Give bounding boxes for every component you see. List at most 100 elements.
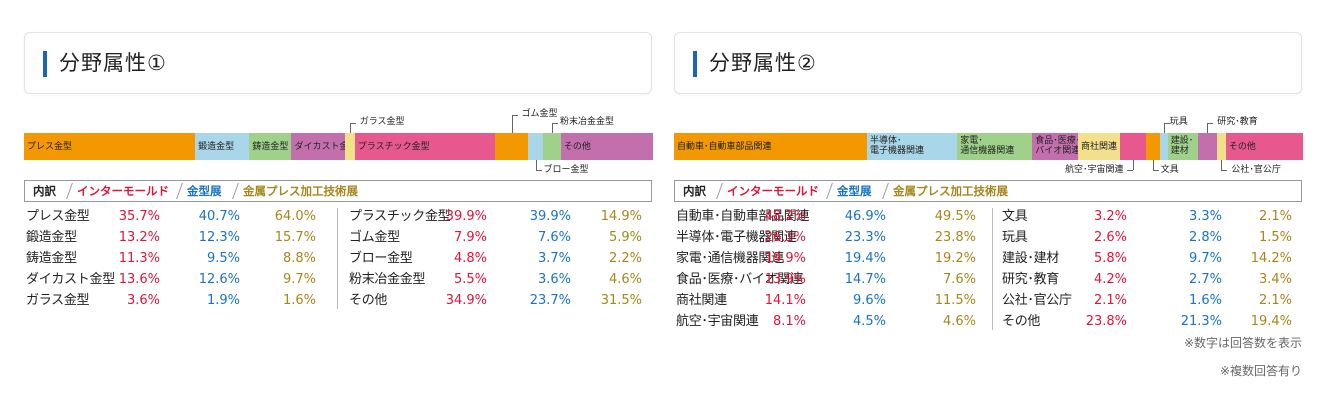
title-accent-bar [693,51,697,77]
header-divider [882,183,889,199]
bar-segment-label: その他 [563,142,591,152]
bar-segment [560,133,653,160]
row-label: ガラス金型 [26,293,90,308]
value-kanagata-ten: 39.9% [529,209,571,224]
table-header: 内訳 インターモールド 金型展 金属プレス加工技術展 [24,180,652,202]
callout-line [1133,160,1134,170]
bar-segment [1032,133,1079,160]
title-accent-bar [43,51,47,77]
header-divider [826,183,833,199]
table-row: 家電･通信機器関連 19.9% 19.4% 19.2% [676,248,986,269]
bar-segment-label: 家電･ 通信機器関連 [960,136,1015,156]
table-row: その他 23.8% 21.3% 19.4% [1002,311,1302,332]
table-row: ゴム金型 7.9% 7.6% 5.9% [349,227,652,248]
value-press-expo: 31.5% [600,293,642,308]
callout-label: 玩具 [1169,117,1188,127]
bar-segment [24,133,196,160]
value-kanagata-ten: 9.6% [852,293,886,308]
row-label: 航空･宇宙関連 [676,314,759,329]
table-row: 文具 3.2% 3.3% 2.1% [1002,206,1302,227]
value-intermold: 19.9% [764,251,806,266]
header-breakdown: 内訳 [683,184,706,198]
value-intermold: 11.3% [118,251,160,266]
header-breakdown: 内訳 [33,184,56,198]
bar-segment [249,133,293,160]
bar-segment-label: 半導体･ 電子機器関連 [869,136,924,156]
row-label: プレス金型 [26,209,90,224]
value-kanagata-ten: 14.7% [844,272,886,287]
callout-line [535,160,537,170]
value-kanagata-ten: 9.7% [1188,251,1222,266]
row-label: 商社関連 [676,293,727,308]
callout-line [535,170,542,171]
bar-segment-label: 自動車･自動車部品関連 [677,142,772,152]
bar-segment [495,133,529,160]
callout-line [1221,170,1228,171]
value-intermold: 39.9% [445,209,487,224]
table-row: ガラス金型 3.6% 1.9% 1.6% [26,290,326,311]
bar-segment-label: ダイカスト金型 [294,142,358,152]
callout-line [1207,123,1214,124]
value-press-expo: 4.6% [942,314,976,329]
value-kanagata-ten: 3.3% [1188,209,1222,224]
value-press-expo: 11.5% [934,293,976,308]
bar-segment-label: 鍛造金型 [198,142,235,152]
value-intermold: 23.8% [1085,314,1127,329]
table-row: 食品･医療･バイオ関連 13.9% 14.7% 7.6% [676,269,986,290]
row-label: 建設･建材 [1002,251,1060,266]
value-press-expo: 2.1% [1258,209,1292,224]
value-kanagata-ten: 4.5% [852,314,886,329]
value-press-expo: 4.6% [608,272,642,287]
table-row: その他 34.9% 23.7% 31.5% [349,290,652,311]
table-row: 航空･宇宙関連 8.1% 4.5% 4.6% [676,311,986,332]
header-divider [232,183,239,199]
value-press-expo: 8.8% [282,251,316,266]
callout-label: ゴム金型 [521,109,558,119]
stacked-share-bar: 自動車･自動車部品関連 半導体･ 電子機器関連 家電･ 通信機器関連 食品･医療･ バ… [674,117,1303,175]
table-row: 玩具 2.6% 2.8% 1.5% [1002,227,1302,248]
table-row: プラスチック金型 39.9% 39.9% 14.9% [349,206,652,227]
value-intermold: 48.2% [764,209,806,224]
value-kanagata-ten: 7.6% [537,230,571,245]
row-label: 粉末冶金金型 [349,272,426,287]
value-intermold: 13.9% [764,272,806,287]
header-kanagata-ten: 金型展 [837,184,872,198]
bar-segment [543,133,562,160]
row-label: 文具 [1002,209,1028,224]
value-press-expo: 14.9% [600,209,642,224]
value-intermold: 2.6% [1093,230,1127,245]
bar-segment [291,133,346,160]
value-kanagata-ten: 3.7% [537,251,571,266]
value-press-expo: 7.6% [942,272,976,287]
value-intermold: 3.2% [1093,209,1127,224]
row-label: 自動車･自動車部品関連 [676,209,810,224]
value-kanagata-ten: 3.6% [537,272,571,287]
bar-segment [866,133,958,160]
row-label: ゴム金型 [349,230,400,245]
bar-segment [1167,133,1198,160]
value-press-expo: 1.6% [282,293,316,308]
value-press-expo: 1.5% [1258,230,1292,245]
value-kanagata-ten: 19.4% [844,251,886,266]
header-intermold: インターモールド [77,184,169,198]
value-intermold: 7.9% [453,230,487,245]
callout-label: ガラス金型 [359,117,405,127]
value-kanagata-ten: 23.3% [844,230,886,245]
value-press-expo: 14.2% [1250,251,1292,266]
table-header: 内訳 インターモールド 金型展 金属プレス加工技術展 [674,180,1302,202]
callout-label: 研究･教育 [1217,117,1258,127]
note-multiple-answers: ※複数回答有り [1219,364,1302,378]
value-press-expo: 64.0% [274,209,316,224]
row-label: その他 [1002,314,1041,329]
table-row: 粉末冶金金型 5.5% 3.6% 4.6% [349,269,652,290]
value-press-expo: 5.9% [608,230,642,245]
table-row: 半導体･電子機器関連 26.1% 23.3% 23.8% [676,227,986,248]
table-row: プレス金型 35.7% 40.7% 64.0% [26,206,326,227]
callout-line [1152,160,1154,170]
value-intermold: 5.8% [1093,251,1127,266]
bar-segment-label: 商社関連 [1080,142,1117,152]
row-label: 公社･官公庁 [1002,293,1072,308]
header-divider [716,183,723,199]
value-press-expo: 3.4% [1258,272,1292,287]
header-press-expo: 金属プレス加工技術展 [893,184,1008,198]
